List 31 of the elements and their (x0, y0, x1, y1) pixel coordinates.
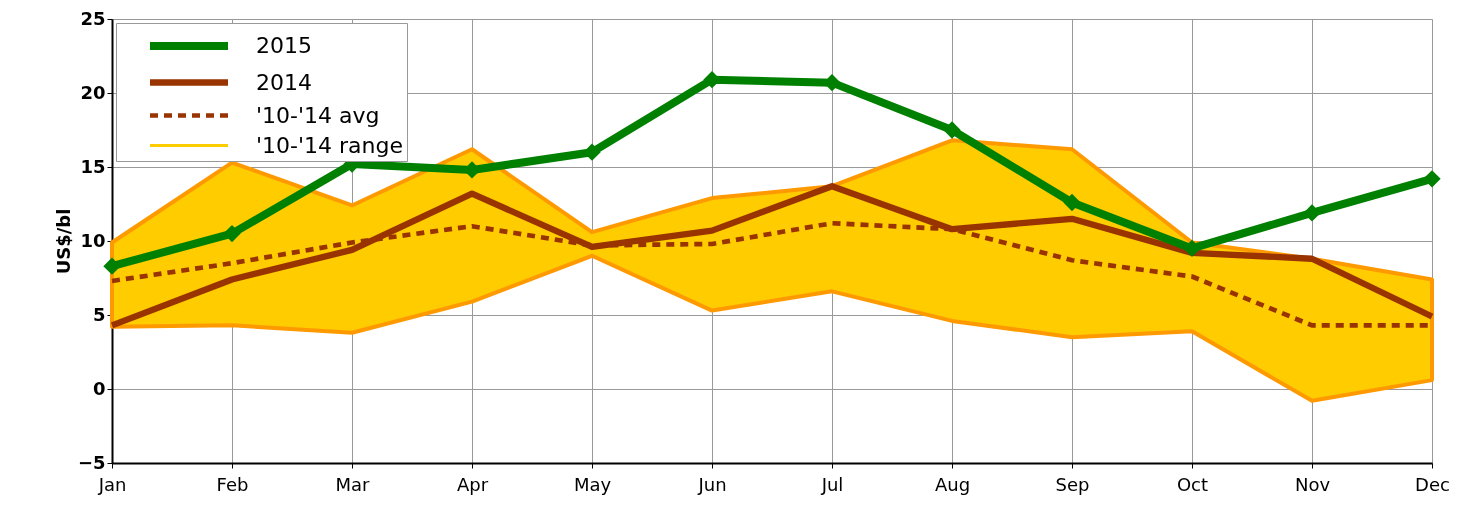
y-tick-label: 15 (80, 155, 106, 177)
y-axis-title: US$/bl (52, 208, 74, 275)
x-tick-label: Aug (934, 473, 971, 495)
x-tick-label: Nov (1294, 473, 1331, 495)
x-tick-label: Oct (1176, 473, 1209, 495)
x-tick-label: Jan (97, 473, 127, 495)
y-tick-label: 25 (80, 7, 106, 29)
x-tick-label: Jul (820, 473, 844, 495)
x-tick-label: Feb (216, 473, 249, 495)
legend-label: '10-'14 avg (256, 102, 380, 128)
x-tick-label: Dec (1415, 473, 1450, 495)
x-tick-label: Mar (335, 473, 371, 495)
x-tick-label: May (573, 473, 612, 495)
point (1423, 170, 1441, 188)
y-tick-label: −5 (77, 451, 106, 473)
annotation: '10-'14 range (256, 132, 403, 158)
y-tick-label: 20 (80, 81, 106, 103)
point (943, 121, 961, 139)
point (223, 224, 241, 243)
legend-label: 2015 (256, 33, 312, 58)
y-tick-label: 10 (80, 229, 106, 251)
legend-label: 2014 (256, 69, 312, 95)
x-tick-label: Apr (456, 473, 489, 495)
y-tick-label: 5 (92, 303, 106, 325)
point (1183, 239, 1201, 258)
y-tick-label: 0 (92, 377, 106, 399)
point (1303, 204, 1321, 222)
point (1063, 193, 1081, 212)
point (103, 257, 121, 275)
x-tick-label: Jun (697, 473, 727, 495)
x-tick-label: Sep (1055, 473, 1090, 495)
